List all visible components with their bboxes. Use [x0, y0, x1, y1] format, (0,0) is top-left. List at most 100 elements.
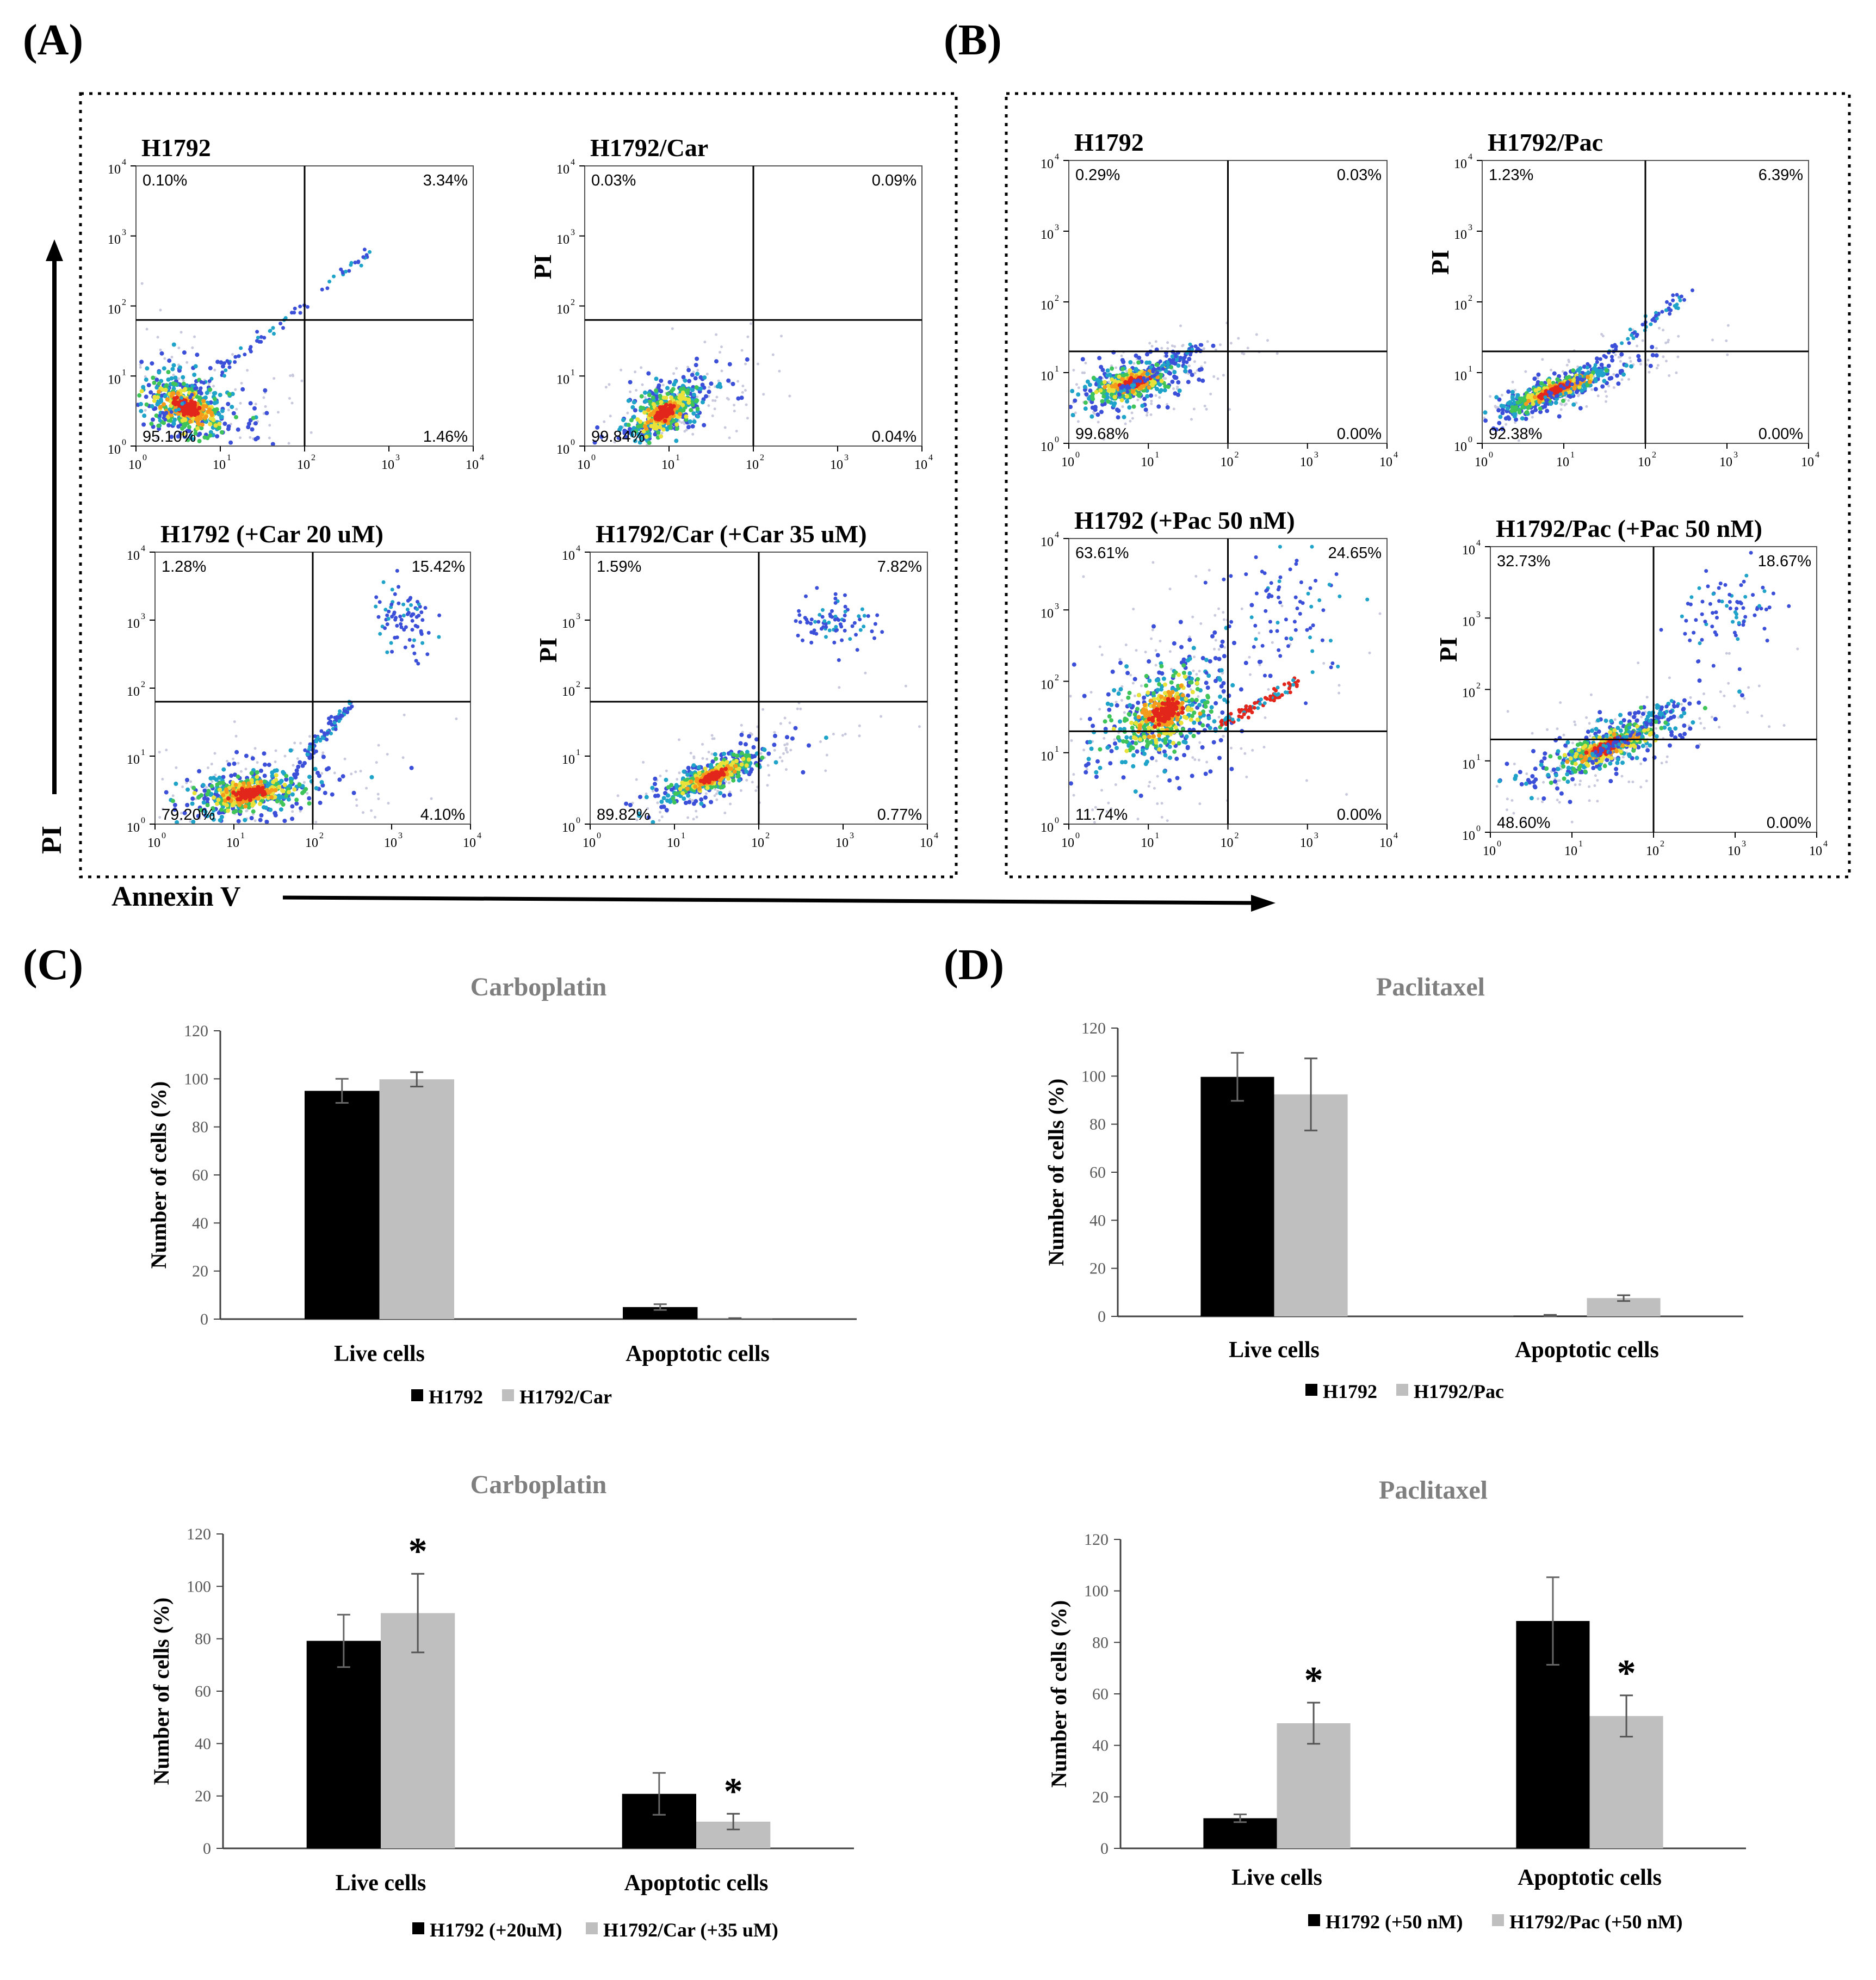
- event-point: [1150, 399, 1153, 403]
- event-point: [788, 394, 791, 398]
- event-point: [209, 784, 214, 789]
- event-point: [691, 801, 696, 806]
- panel-b-frame: [1005, 92, 1851, 878]
- event-point: [293, 741, 296, 745]
- event-point: [289, 311, 294, 315]
- event-point: [825, 753, 828, 757]
- event-point: [680, 421, 683, 424]
- annexin-axis-arrow: [282, 895, 1257, 905]
- event-point: [199, 426, 204, 431]
- event-point: [858, 617, 862, 622]
- event-point: [199, 386, 203, 391]
- event-point: [340, 714, 344, 718]
- event-point: [166, 377, 171, 382]
- x-tick-label: 10: [583, 836, 596, 850]
- event-point: [631, 400, 636, 405]
- event-point: [172, 373, 175, 376]
- event-point: [729, 802, 732, 806]
- event-point: [692, 818, 695, 821]
- event-point: [669, 395, 674, 400]
- event-point: [1147, 385, 1151, 390]
- x-tick-label: 10: [577, 458, 590, 472]
- event-point: [858, 724, 861, 727]
- event-point: [1532, 376, 1537, 381]
- event-point: [410, 628, 414, 632]
- event-point: [344, 269, 348, 274]
- x-tick-exponent: 0: [591, 453, 596, 462]
- y-tick-label: 10: [562, 549, 575, 563]
- event-point: [721, 772, 726, 777]
- event-point: [225, 359, 230, 363]
- event-point: [729, 772, 734, 777]
- event-point: [687, 379, 692, 383]
- panel-label-a: (A): [23, 16, 83, 64]
- event-point: [179, 396, 184, 400]
- event-point: [1500, 393, 1503, 397]
- event-point: [616, 794, 620, 797]
- event-point: [336, 716, 340, 720]
- event-point: [654, 788, 659, 792]
- event-point: [1203, 347, 1205, 350]
- x-tick-label: 10: [830, 458, 843, 472]
- event-point: [232, 762, 237, 766]
- event-point: [171, 400, 176, 405]
- event-point: [604, 386, 608, 389]
- event-point: [864, 671, 867, 675]
- event-point: [318, 800, 323, 805]
- event-point: [262, 396, 265, 399]
- event-point: [158, 418, 162, 423]
- event-point: [393, 635, 397, 640]
- event-point: [160, 387, 165, 392]
- event-point: [1075, 383, 1078, 386]
- event-point: [181, 431, 186, 436]
- event-point: [139, 401, 143, 406]
- y-tick-exponent: 2: [141, 680, 145, 689]
- event-point: [796, 707, 799, 710]
- event-point: [192, 373, 197, 377]
- event-point: [652, 789, 654, 793]
- event-point: [378, 632, 382, 636]
- event-point: [376, 793, 380, 796]
- x-tick-label: 10: [128, 458, 141, 472]
- event-point: [717, 379, 720, 382]
- event-point: [227, 409, 230, 412]
- event-point: [671, 418, 676, 423]
- event-point: [1165, 405, 1170, 410]
- event-point: [246, 781, 251, 786]
- event-point: [621, 418, 626, 423]
- y-tick-label: 10: [556, 443, 569, 457]
- event-point: [173, 382, 178, 387]
- event-point: [224, 787, 228, 792]
- event-point: [736, 396, 741, 401]
- y-tick-label: 10: [127, 685, 140, 699]
- event-point: [1147, 360, 1152, 365]
- event-point: [170, 356, 174, 358]
- event-point: [233, 720, 236, 723]
- event-point: [1143, 407, 1148, 412]
- event-point: [169, 404, 173, 409]
- event-point: [689, 407, 694, 412]
- event-point: [1229, 342, 1233, 345]
- event-point: [226, 808, 231, 813]
- event-point: [207, 766, 209, 769]
- x-tick-label: 10: [667, 836, 680, 850]
- quadrant-lr-percent: 4.10%: [420, 806, 465, 824]
- event-point: [264, 405, 267, 408]
- event-point: [760, 756, 765, 760]
- event-point: [1128, 368, 1132, 373]
- event-point: [218, 393, 222, 398]
- event-point: [672, 382, 677, 387]
- event-point: [1129, 419, 1132, 423]
- event-point: [365, 787, 368, 790]
- event-point: [711, 414, 714, 417]
- event-point: [1675, 371, 1678, 374]
- event-point: [730, 381, 735, 386]
- event-point: [1212, 375, 1216, 378]
- event-point: [166, 423, 171, 428]
- event-point: [255, 775, 259, 779]
- event-point: [240, 387, 245, 392]
- event-point: [705, 758, 709, 760]
- event-point: [356, 259, 361, 264]
- event-point: [644, 435, 649, 440]
- event-point: [726, 378, 731, 383]
